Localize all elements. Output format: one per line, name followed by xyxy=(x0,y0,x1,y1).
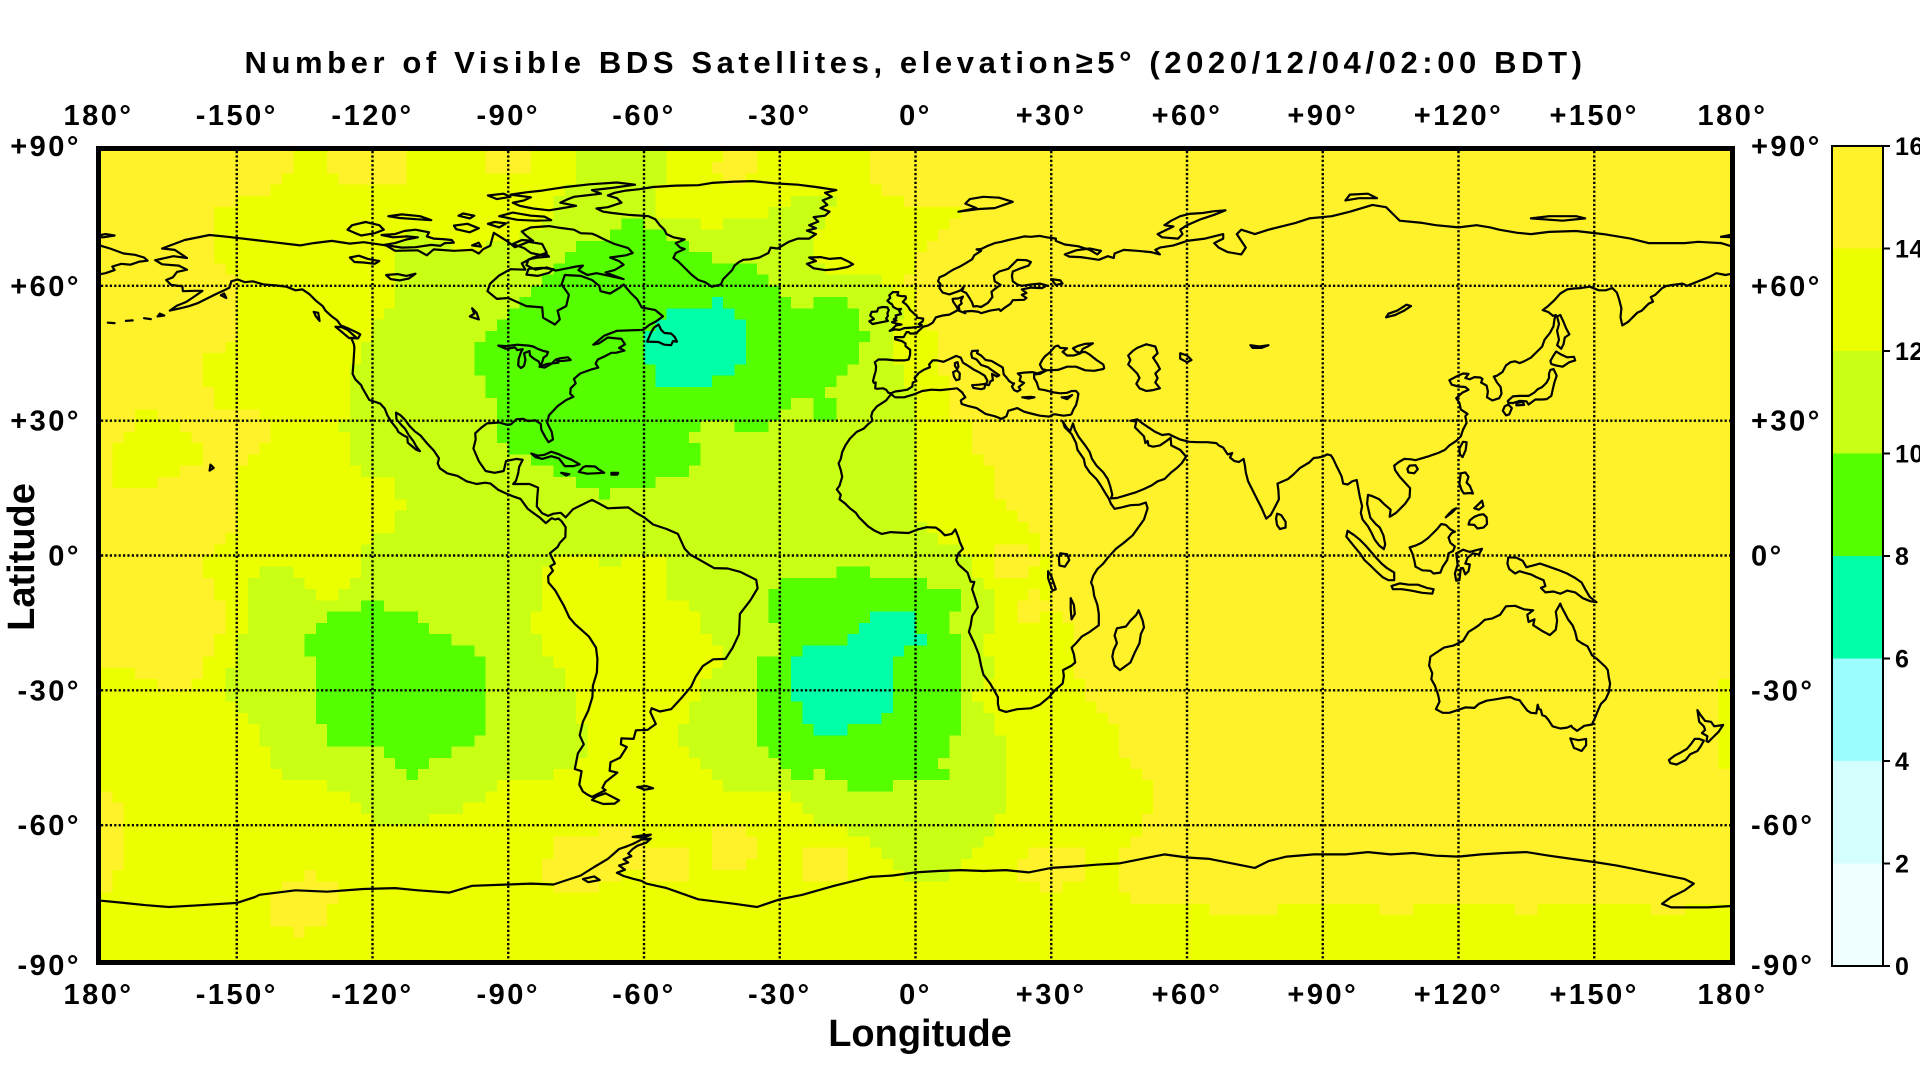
svg-text:+120°: +120° xyxy=(1414,979,1503,1011)
svg-text:+30°: +30° xyxy=(10,406,81,438)
svg-text:180°: 180° xyxy=(64,979,134,1011)
svg-text:+90°: +90° xyxy=(10,131,81,163)
svg-text:Longitude: Longitude xyxy=(828,1013,1012,1055)
svg-text:-30°: -30° xyxy=(748,100,812,132)
svg-text:+120°: +120° xyxy=(1414,100,1503,132)
svg-text:+60°: +60° xyxy=(1152,979,1223,1011)
svg-text:-150°: -150° xyxy=(196,100,278,132)
svg-text:-90°: -90° xyxy=(476,100,540,132)
svg-text:+60°: +60° xyxy=(10,271,81,303)
svg-text:Latitude: Latitude xyxy=(1,483,43,631)
svg-text:-30°: -30° xyxy=(1751,675,1815,707)
svg-text:180°: 180° xyxy=(1698,100,1768,132)
svg-text:2: 2 xyxy=(1895,851,1910,879)
svg-text:+150°: +150° xyxy=(1549,100,1638,132)
svg-text:+30°: +30° xyxy=(1016,979,1087,1011)
svg-text:-90°: -90° xyxy=(476,979,540,1011)
svg-text:-60°: -60° xyxy=(17,810,81,842)
svg-text:+90°: +90° xyxy=(1287,979,1358,1011)
svg-text:+90°: +90° xyxy=(1751,131,1822,163)
svg-text:+30°: +30° xyxy=(1016,100,1087,132)
svg-text:0°: 0° xyxy=(1751,541,1784,573)
svg-text:-60°: -60° xyxy=(1751,810,1815,842)
svg-text:10: 10 xyxy=(1895,441,1920,469)
svg-text:-60°: -60° xyxy=(612,979,676,1011)
svg-text:0°: 0° xyxy=(48,541,81,573)
svg-text:0: 0 xyxy=(1895,953,1910,981)
svg-text:0°: 0° xyxy=(899,100,932,132)
svg-text:4: 4 xyxy=(1895,748,1910,776)
svg-text:+60°: +60° xyxy=(1751,271,1822,303)
svg-text:6: 6 xyxy=(1895,646,1910,674)
svg-text:+90°: +90° xyxy=(1287,100,1358,132)
svg-text:8: 8 xyxy=(1895,543,1910,571)
svg-text:180°: 180° xyxy=(1698,979,1768,1011)
svg-text:-120°: -120° xyxy=(331,979,413,1011)
svg-text:-120°: -120° xyxy=(331,100,413,132)
svg-text:+60°: +60° xyxy=(1152,100,1223,132)
svg-text:-90°: -90° xyxy=(17,950,81,982)
svg-text:12: 12 xyxy=(1895,338,1920,366)
svg-text:Number of Visible BDS Satellit: Number of Visible BDS Satellites, elevat… xyxy=(244,45,1586,80)
svg-text:+150°: +150° xyxy=(1549,979,1638,1011)
svg-text:0°: 0° xyxy=(899,979,932,1011)
svg-text:-150°: -150° xyxy=(196,979,278,1011)
svg-text:-60°: -60° xyxy=(612,100,676,132)
svg-text:-90°: -90° xyxy=(1751,950,1815,982)
svg-text:16: 16 xyxy=(1895,133,1920,161)
svg-text:180°: 180° xyxy=(64,100,134,132)
svg-text:+30°: +30° xyxy=(1751,406,1822,438)
svg-text:14: 14 xyxy=(1895,236,1920,264)
svg-text:-30°: -30° xyxy=(17,675,81,707)
svg-text:-30°: -30° xyxy=(748,979,812,1011)
